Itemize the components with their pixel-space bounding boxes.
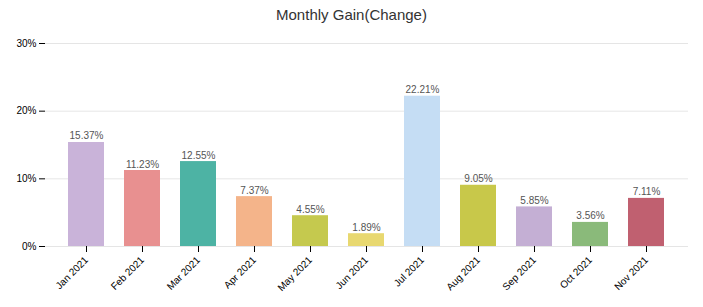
svg-text:7.37%: 7.37% [240,185,268,196]
svg-text:Mar 2021: Mar 2021 [165,254,203,292]
svg-text:11.23%: 11.23% [126,159,159,170]
svg-text:Jul 2021: Jul 2021 [392,254,427,289]
svg-text:Apr 2021: Apr 2021 [222,254,259,291]
svg-text:15.37%: 15.37% [70,130,104,141]
svg-text:10%: 10% [16,173,36,184]
svg-text:1.89%: 1.89% [352,222,380,233]
svg-text:Feb 2021: Feb 2021 [109,254,147,292]
svg-text:Jun 2021: Jun 2021 [333,254,370,291]
svg-text:9.05%: 9.05% [464,173,492,184]
svg-text:Aug 2021: Aug 2021 [444,254,482,292]
svg-text:0%: 0% [22,241,37,252]
svg-text:12.55%: 12.55% [182,150,216,161]
svg-text:Jan 2021: Jan 2021 [53,254,90,291]
svg-text:May 2021: May 2021 [275,254,314,293]
svg-text:3.56%: 3.56% [576,210,604,221]
svg-text:5.85%: 5.85% [520,195,548,206]
svg-text:Nov 2021: Nov 2021 [612,254,650,292]
html-text:Monthly Gain(Change): Monthly Gain(Change) [276,6,427,23]
svg-text:22.21%: 22.21% [406,84,440,95]
svg-text:7.11%: 7.11% [633,186,661,197]
svg-text:30%: 30% [16,38,36,49]
svg-text:20%: 20% [16,105,36,116]
svg-text:Sep 2021: Sep 2021 [500,254,538,292]
svg-text:4.55%: 4.55% [296,204,324,215]
svg-text:Oct 2021: Oct 2021 [558,254,595,291]
